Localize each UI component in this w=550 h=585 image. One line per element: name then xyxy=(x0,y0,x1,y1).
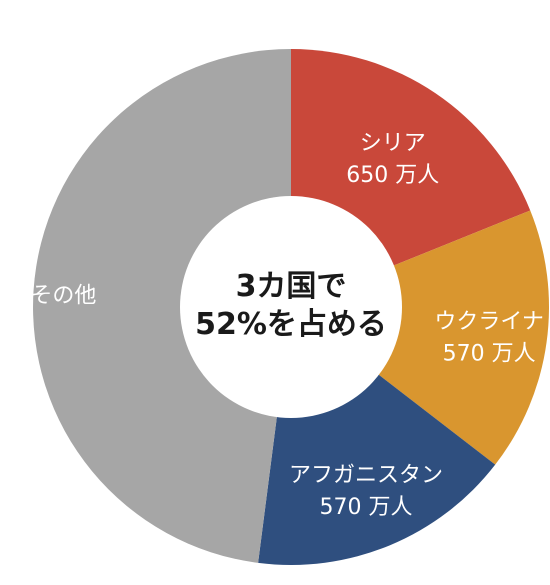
slice-value-syria: 650 万人 xyxy=(346,163,439,188)
slice-label-ukraine: ウクライナ xyxy=(434,309,544,334)
slice-label-syria: シリア xyxy=(360,131,426,156)
center-text-line-2: 52%を占める xyxy=(195,307,387,342)
slice-value-ukraine: 570 万人 xyxy=(443,341,536,366)
slice-value-afghanistan: 570 万人 xyxy=(320,495,413,520)
slice-label-other: その他 xyxy=(30,284,96,309)
slice-ukraine xyxy=(291,210,549,465)
slice-other xyxy=(33,49,292,563)
donut-hole xyxy=(180,196,402,418)
slice-label-afghanistan: アフガニスタン xyxy=(289,463,443,488)
center-text-line-1: 3カ国で xyxy=(236,269,347,304)
